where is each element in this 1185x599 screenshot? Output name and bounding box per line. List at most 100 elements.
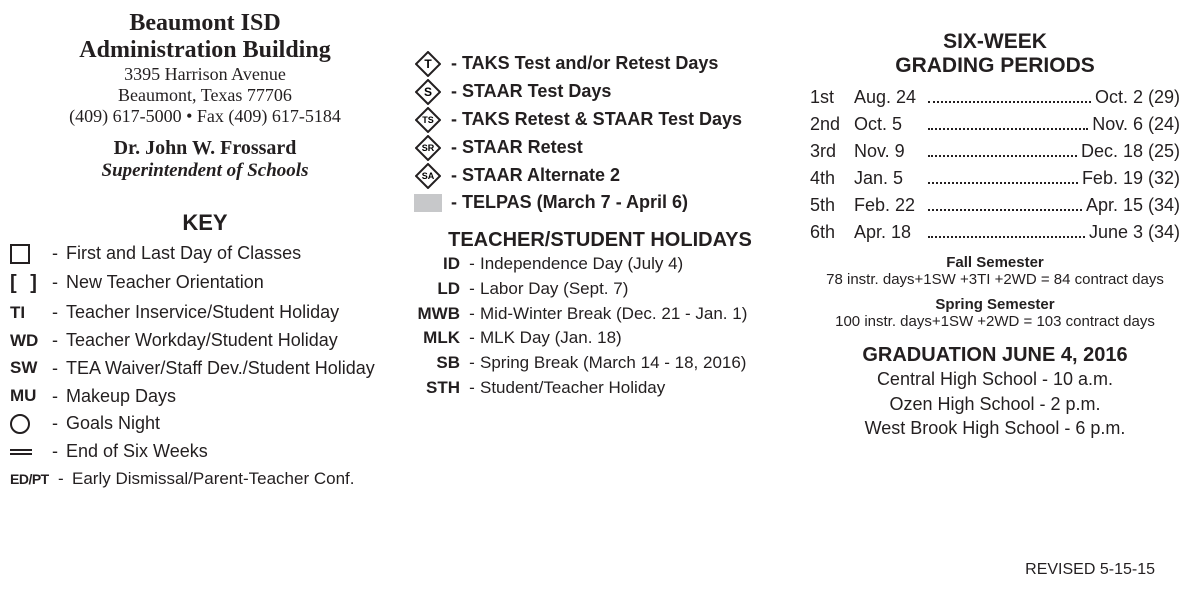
holiday-row: STH-Student/Teacher Holiday <box>410 376 790 401</box>
holiday-code: MLK <box>410 326 464 351</box>
legend-dash: - <box>446 134 462 162</box>
graduation-line: Ozen High School - 2 p.m. <box>810 392 1180 416</box>
building-name: Administration Building <box>10 37 400 64</box>
grading-period-row: 5thFeb. 22Apr. 15 (34) <box>810 192 1180 219</box>
holiday-dash: - <box>464 277 480 302</box>
holiday-row: MWB-Mid-Winter Break (Dec. 21 - Jan. 1) <box>410 302 790 327</box>
gp-ordinal: 4th <box>810 165 854 192</box>
key-row: MU - Makeup Days <box>10 383 400 411</box>
key-dash: - <box>52 269 66 297</box>
holidays-list: ID-Independence Day (July 4)LD-Labor Day… <box>410 252 790 400</box>
holiday-row: SB-Spring Break (March 14 - 18, 2016) <box>410 351 790 376</box>
key-row: - End of Six Weeks <box>10 438 400 466</box>
key-label: Goals Night <box>66 410 400 438</box>
test-legend-row: SR -STAAR Retest <box>410 134 790 162</box>
graduation-line: West Brook High School - 6 p.m. <box>810 416 1180 440</box>
key-row: WD - Teacher Workday/Student Holiday <box>10 327 400 355</box>
legend-dash: - <box>446 78 462 106</box>
key-dash: - <box>52 438 66 466</box>
legend-label: STAAR Retest <box>462 134 790 162</box>
holiday-label: Independence Day (July 4) <box>480 252 790 277</box>
holiday-label: Student/Teacher Holiday <box>480 376 790 401</box>
key-symbol <box>10 244 52 264</box>
gp-end-date: Feb. 19 (32) <box>1082 165 1180 192</box>
address-line1: 3395 Harrison Avenue <box>10 64 400 85</box>
gp-leader-dots <box>928 155 1077 157</box>
grading-periods-heading: SIX-WEEK GRADING PERIODS <box>810 30 1180 78</box>
holiday-code: ID <box>410 252 464 277</box>
gp-ordinal: 3rd <box>810 138 854 165</box>
key-label: First and Last Day of Classes <box>66 240 400 268</box>
gp-ordinal: 5th <box>810 192 854 219</box>
diamond-icon: TS <box>410 107 446 133</box>
diamond-icon: SA <box>410 163 446 189</box>
gp-start-date: Jan. 5 <box>854 165 924 192</box>
svg-text:SR: SR <box>422 143 435 153</box>
spring-semester-title: Spring Semester <box>810 296 1180 313</box>
svg-text:TS: TS <box>422 115 434 125</box>
legend-label: TAKS Test and/or Retest Days <box>462 50 790 78</box>
legend-label: STAAR Alternate 2 <box>462 162 790 190</box>
key-label: Makeup Days <box>66 383 400 411</box>
test-legend-row: T-TAKS Test and/or Retest Days <box>410 50 790 78</box>
key-symbol: WD <box>10 328 52 354</box>
key-dash: - <box>52 327 66 355</box>
key-symbol: ED/PT <box>10 469 58 491</box>
superintendent-name: Dr. John W. Frossard <box>10 137 400 160</box>
telpas-row: -TELPAS (March 7 - April 6) <box>410 189 790 217</box>
holiday-dash: - <box>464 252 480 277</box>
key-row: [ ] - New Teacher Orientation <box>10 268 400 299</box>
holiday-code: MWB <box>410 302 464 327</box>
phone-line: (409) 617-5000 • Fax (409) 617-5184 <box>10 106 400 127</box>
graduation-lines: Central High School - 10 a.m.Ozen High S… <box>810 367 1180 440</box>
svg-text:S: S <box>424 85 432 99</box>
key-label: Teacher Inservice/Student Holiday <box>66 299 400 327</box>
legend-dash: - <box>446 162 462 190</box>
key-row: TI - Teacher Inservice/Student Holiday <box>10 299 400 327</box>
key-dash: - <box>52 383 66 411</box>
gp-leader-dots <box>928 209 1082 211</box>
revised-note: REVISED 5-15-15 <box>1025 561 1155 579</box>
key-label: Teacher Workday/Student Holiday <box>66 327 400 355</box>
middle-column: T-TAKS Test and/or Retest DaysS-STAAR Te… <box>410 50 790 400</box>
grading-period-rows: 1stAug. 24Oct. 2 (29)2ndOct. 5Nov. 6 (24… <box>810 84 1180 246</box>
gp-ordinal: 1st <box>810 84 854 111</box>
key-label: New Teacher Orientation <box>66 269 400 297</box>
legend-dash: - <box>446 106 462 134</box>
gp-start-date: Nov. 9 <box>854 138 924 165</box>
test-legend-row: S-STAAR Test Days <box>410 78 790 106</box>
legend-label: STAAR Test Days <box>462 78 790 106</box>
key-label: End of Six Weeks <box>66 438 400 466</box>
gp-ordinal: 2nd <box>810 111 854 138</box>
key-label: Early Dismissal/Parent-Teacher Conf. <box>72 466 400 492</box>
org-name: Beaumont ISD <box>10 10 400 37</box>
holiday-row: LD-Labor Day (Sept. 7) <box>410 277 790 302</box>
test-legend-row: SA-STAAR Alternate 2 <box>410 162 790 190</box>
gp-leader-dots <box>928 236 1085 238</box>
key-row: - First and Last Day of Classes <box>10 240 400 268</box>
legend-dash: - <box>446 189 462 217</box>
graduation-heading: GRADUATION JUNE 4, 2016 <box>810 344 1180 367</box>
gp-title-2: GRADING PERIODS <box>810 54 1180 78</box>
key-dash: - <box>52 410 66 438</box>
holiday-dash: - <box>464 376 480 401</box>
diamond-icon: SR <box>410 135 446 161</box>
right-column: SIX-WEEK GRADING PERIODS 1stAug. 24Oct. … <box>810 30 1180 440</box>
key-symbol: MU <box>10 383 52 409</box>
key-symbol <box>10 414 52 434</box>
gp-end-date: Oct. 2 (29) <box>1095 84 1180 111</box>
key-row: ED/PT - Early Dismissal/Parent-Teacher C… <box>10 466 400 492</box>
diamond-icon: T <box>410 51 446 77</box>
holiday-label: MLK Day (Jan. 18) <box>480 326 790 351</box>
key-list: - First and Last Day of Classes[ ] - New… <box>10 240 400 493</box>
holiday-label: Spring Break (March 14 - 18, 2016) <box>480 351 790 376</box>
fall-semester-title: Fall Semester <box>810 254 1180 271</box>
holiday-label: Mid-Winter Break (Dec. 21 - Jan. 1) <box>480 302 790 327</box>
holiday-code: LD <box>410 277 464 302</box>
grading-period-row: 1stAug. 24Oct. 2 (29) <box>810 84 1180 111</box>
gp-leader-dots <box>928 182 1078 184</box>
gp-leader-dots <box>928 128 1088 130</box>
holiday-row: ID-Independence Day (July 4) <box>410 252 790 277</box>
holiday-code: STH <box>410 376 464 401</box>
gp-start-date: Feb. 22 <box>854 192 924 219</box>
